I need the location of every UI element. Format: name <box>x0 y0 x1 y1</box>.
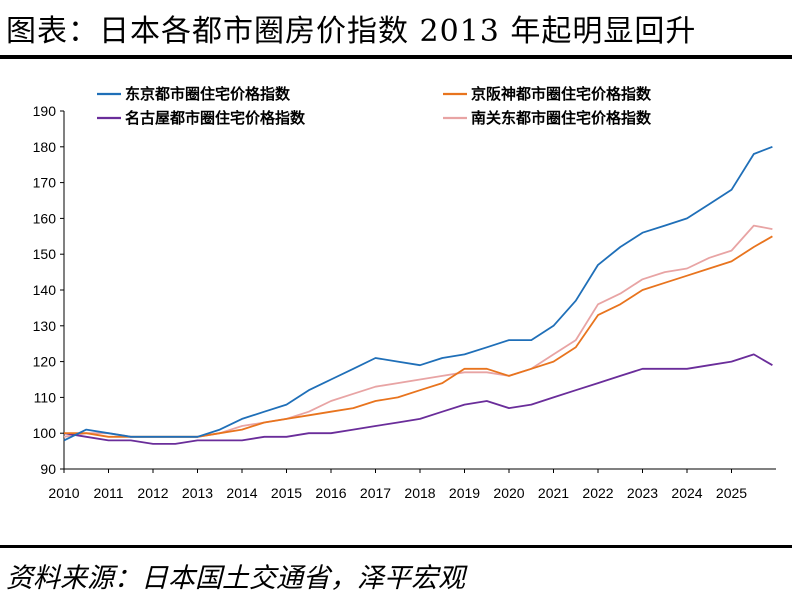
y-tick-label: 130 <box>33 318 57 334</box>
legend-label-1: 京阪神都市圈住宅价格指数 <box>471 85 652 103</box>
y-tick-label: 190 <box>33 103 57 119</box>
x-tick-label: 2025 <box>716 485 747 501</box>
y-tick-label: 140 <box>33 282 57 298</box>
line-chart: 90 100 110 120 130 140 150 160 170 180 190 2010 2011… <box>33 85 776 501</box>
x-tick-label: 2011 <box>93 485 123 501</box>
x-tick-label: 2020 <box>493 485 524 501</box>
top-divider <box>0 55 792 59</box>
x-tick-label: 2014 <box>226 485 257 501</box>
x-tick-label: 2012 <box>137 485 168 501</box>
x-tick-label: 2015 <box>271 485 302 501</box>
y-tick-label: 160 <box>33 210 57 226</box>
x-tick-label: 2023 <box>627 485 658 501</box>
y-tick-label: 90 <box>40 461 56 477</box>
y-tick-label: 120 <box>33 354 57 370</box>
series-line-0 <box>63 145 773 442</box>
page-title: 图表：日本各都市圈房价指数 2013 年起明显回升 <box>6 14 697 49</box>
series-line-1 <box>64 235 773 438</box>
y-tick-label: 150 <box>33 246 57 262</box>
chart-axes: 90 100 110 120 130 140 150 160 170 180 190 2010 2011… <box>33 103 776 501</box>
source-note: 资料来源：日本国土交通省，泽平宏观 <box>6 563 465 594</box>
legend-label-0: 东京都市圈住宅价格指数 <box>125 85 291 103</box>
x-tick-label: 2019 <box>449 485 480 501</box>
series-line-3 <box>63 224 773 438</box>
x-tick-label: 2017 <box>360 485 391 501</box>
y-tick-label: 100 <box>33 425 57 441</box>
x-tick-label: 2018 <box>404 485 435 501</box>
x-tick-label: 2013 <box>182 485 213 501</box>
y-tick-label: 170 <box>33 175 57 191</box>
legend-label-2: 名古屋都市圈住宅价格指数 <box>125 109 306 127</box>
x-tick-label: 2022 <box>582 485 613 501</box>
legend-label-3: 南关东都市圈住宅价格指数 <box>471 109 652 127</box>
bottom-divider <box>0 545 792 548</box>
x-tick-label: 2010 <box>48 485 79 501</box>
x-tick-label: 2016 <box>315 485 346 501</box>
y-tick-label: 180 <box>33 139 57 155</box>
series-line-2 <box>63 353 773 445</box>
x-tick-label: 2024 <box>671 485 702 501</box>
chart-lines <box>63 145 773 445</box>
y-tick-label: 110 <box>34 389 57 405</box>
x-tick-label: 2021 <box>538 485 569 501</box>
